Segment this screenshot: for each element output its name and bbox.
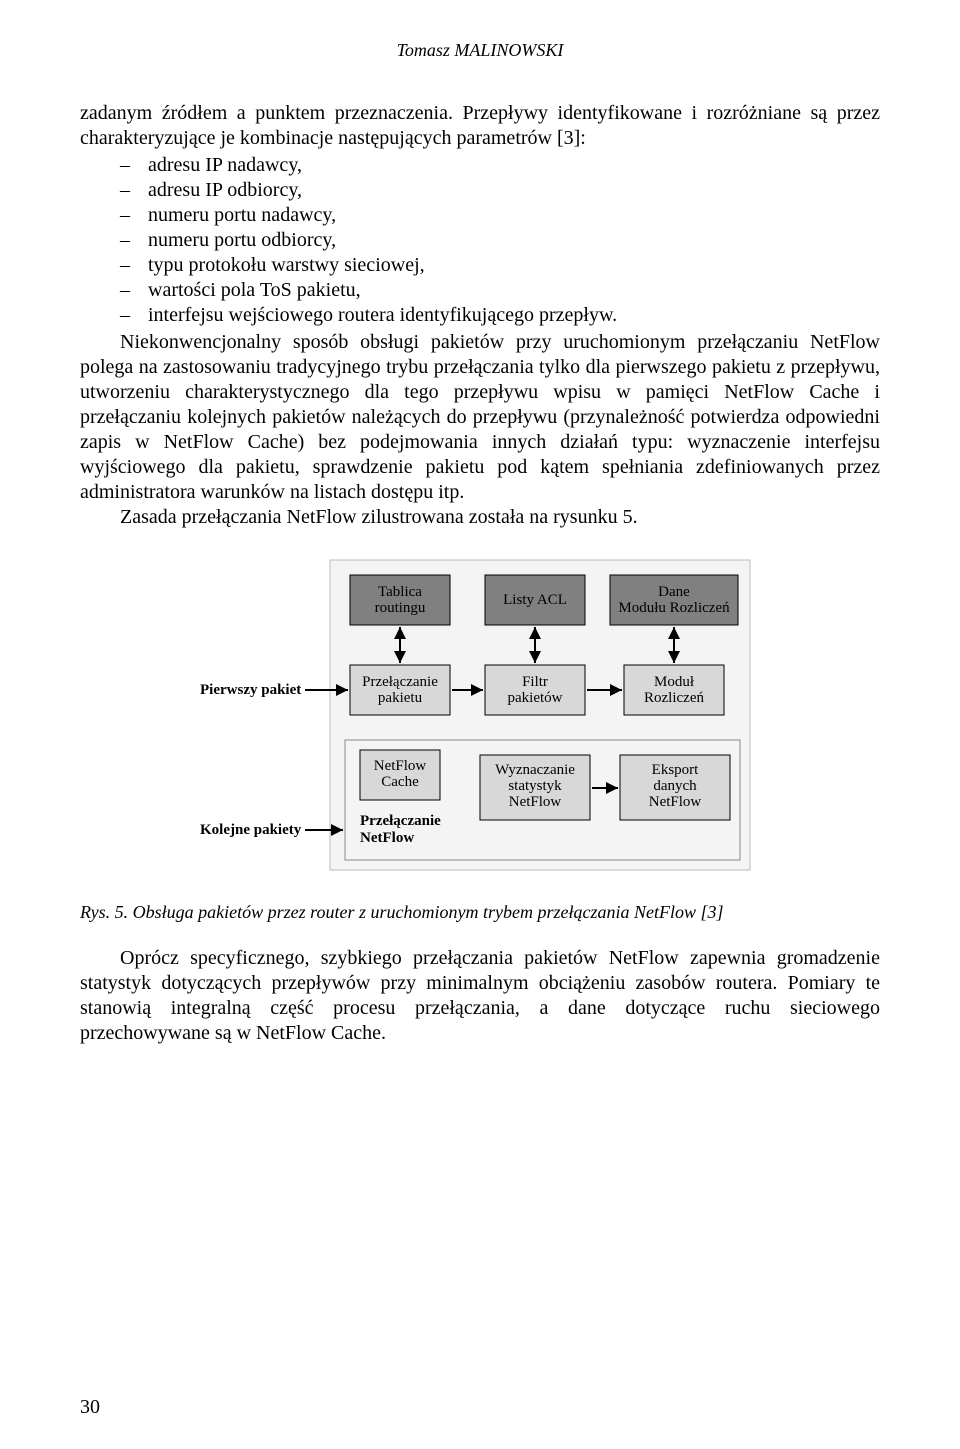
side-label-first-packet: Pierwszy pakiet xyxy=(200,682,301,698)
paragraph: Niekonwencjonalny sposób obsługi pakietó… xyxy=(80,330,880,505)
figure-caption: Rys. 5. Obsługa pakietów przez router z … xyxy=(80,901,880,924)
list-item: –adresu IP nadawcy, xyxy=(120,153,880,178)
side-label-next-packets: Kolejne pakiety xyxy=(200,822,302,838)
node-label: NetFlow xyxy=(374,758,427,774)
node-label: Przełączanie xyxy=(360,813,441,829)
node-label: pakietu xyxy=(378,690,423,706)
author-name: Tomasz MALINOWSKI xyxy=(80,40,880,61)
node-label: NetFlow xyxy=(649,794,702,810)
figure: Tablica routingu Listy ACL Dane Modułu R… xyxy=(80,550,880,887)
node-label: Tablica xyxy=(378,584,422,600)
node-label: Dane xyxy=(658,584,690,600)
node-label: pakietów xyxy=(508,690,563,706)
node-label: routingu xyxy=(375,600,426,616)
node-label: Listy ACL xyxy=(503,592,567,608)
node-label: Rozliczeń xyxy=(644,690,704,706)
list-item: –wartości pola ToS pakietu, xyxy=(120,278,880,303)
paragraph: Zasada przełączania NetFlow zilustrowana… xyxy=(80,505,880,530)
node-label: Cache xyxy=(381,774,419,790)
bullet-list: –adresu IP nadawcy, –adresu IP odbiorcy,… xyxy=(80,153,880,328)
node-label: Modułu Rozliczeń xyxy=(618,600,730,616)
node-label: NetFlow xyxy=(360,830,414,846)
netflow-diagram: Tablica routingu Listy ACL Dane Modułu R… xyxy=(200,550,760,880)
paragraph: Oprócz specyficznego, szybkiego przełącz… xyxy=(80,946,880,1046)
page-number: 30 xyxy=(80,1396,100,1419)
body-text: zadanym źródłem a punktem przeznaczenia.… xyxy=(80,101,880,1046)
bullet-text: adresu IP odbiorcy, xyxy=(148,178,302,203)
bullet-text: numeru portu odbiorcy, xyxy=(148,228,336,253)
node-label: Moduł xyxy=(654,674,695,690)
list-item: –adresu IP odbiorcy, xyxy=(120,178,880,203)
list-item: –typu protokołu warstwy sieciowej, xyxy=(120,253,880,278)
node-label: Eksport xyxy=(652,762,699,778)
node-label: Przełączanie xyxy=(362,674,438,690)
bullet-text: numeru portu nadawcy, xyxy=(148,203,336,228)
list-item: –interfejsu wejściowego routera identyfi… xyxy=(120,303,880,328)
list-item: –numeru portu nadawcy, xyxy=(120,203,880,228)
bullet-text: adresu IP nadawcy, xyxy=(148,153,302,178)
bullet-text: wartości pola ToS pakietu, xyxy=(148,278,361,303)
bullet-text: interfejsu wejściowego routera identyfik… xyxy=(148,303,617,328)
node-label: statystyk xyxy=(508,778,562,794)
node-label: Filtr xyxy=(522,674,548,690)
list-item: –numeru portu odbiorcy, xyxy=(120,228,880,253)
node-label: Wyznaczanie xyxy=(495,762,575,778)
node-label: NetFlow xyxy=(509,794,562,810)
intro-paragraph: zadanym źródłem a punktem przeznaczenia.… xyxy=(80,101,880,151)
bullet-text: typu protokołu warstwy sieciowej, xyxy=(148,253,425,278)
node-label: danych xyxy=(653,778,697,794)
